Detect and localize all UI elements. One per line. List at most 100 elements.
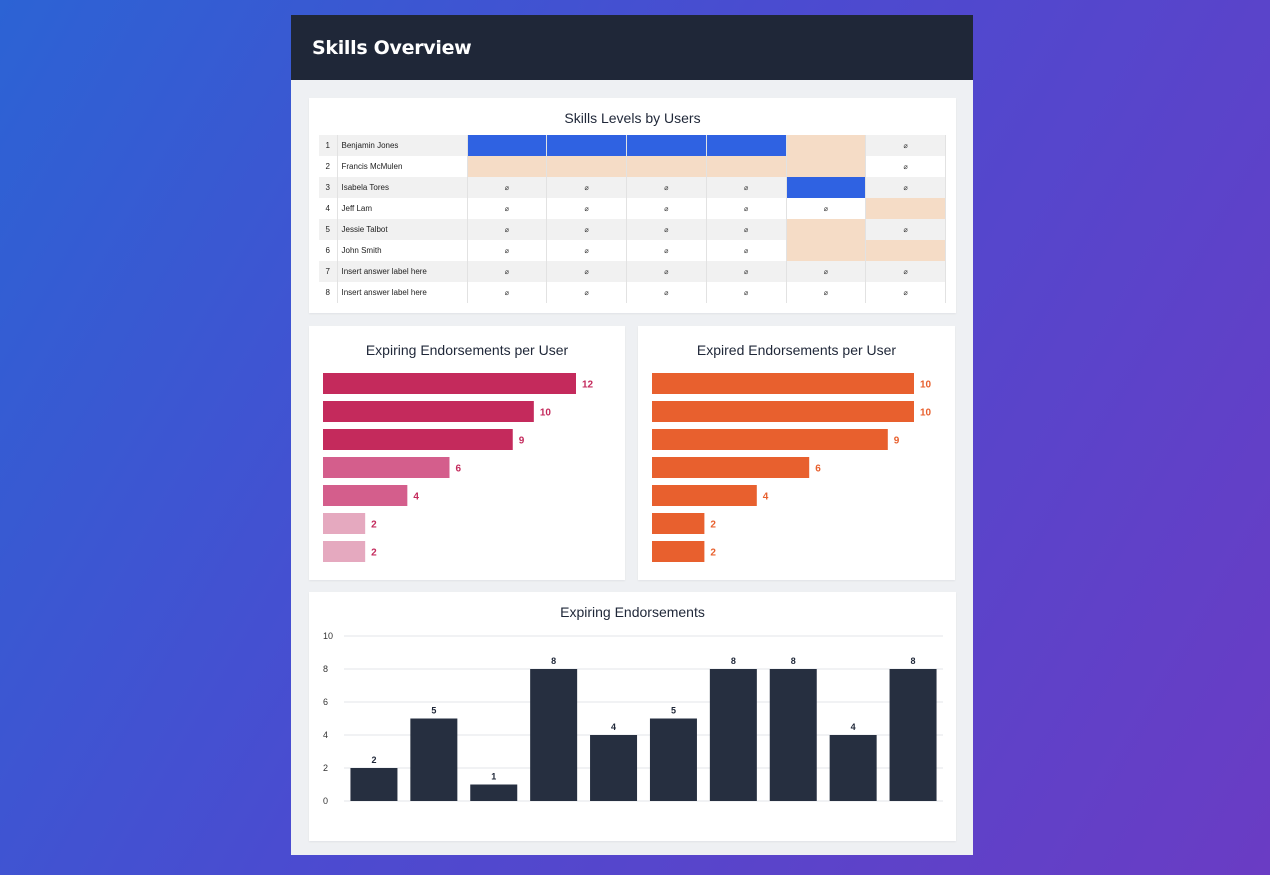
- bar-value-label: 10: [920, 380, 932, 391]
- column-value-label: 5: [671, 706, 676, 716]
- bar-value-label: 2: [371, 520, 377, 531]
- column-bar: [470, 784, 518, 801]
- row-index: 4: [319, 198, 338, 219]
- skill-level-cell-empty: ⌀: [546, 282, 627, 303]
- user-name: John Smith: [337, 240, 468, 261]
- skill-level-cell-empty: ⌀: [467, 282, 548, 303]
- bar: [323, 513, 366, 534]
- row-index: 3: [319, 177, 338, 198]
- skill-level-cell-high: [706, 135, 787, 156]
- y-tick-label: 6: [323, 697, 328, 707]
- column-bar: [709, 669, 757, 801]
- y-tick-label: 10: [323, 631, 333, 641]
- column-value-label: 5: [431, 706, 436, 716]
- skill-level-cell-high: [546, 135, 627, 156]
- skill-level-cell-empty: ⌀: [786, 198, 867, 219]
- bar-value-label: 4: [763, 492, 769, 503]
- column-bar: [350, 768, 398, 801]
- skill-level-cell-low: [865, 198, 946, 219]
- expiring-endorsements-per-user-card: Expiring Endorsements per User 12 10 9 6 4 2 2: [309, 326, 625, 580]
- bar: [323, 457, 450, 478]
- expired-endorsements-per-user-card: Expired Endorsements per User 10 10 9 6 4 2 2: [638, 326, 955, 580]
- skill-level-cell-high: [786, 177, 867, 198]
- skill-level-cell-empty: ⌀: [626, 198, 707, 219]
- bar: [323, 373, 576, 394]
- bar: [323, 429, 513, 450]
- column-value-label: 8: [791, 656, 796, 666]
- chart-title: Expiring Endorsements: [560, 604, 705, 620]
- column-value-label: 8: [731, 656, 736, 666]
- skill-level-cell-empty: ⌀: [865, 219, 946, 240]
- bar-value-label: 9: [519, 436, 525, 447]
- skill-level-cell-empty: ⌀: [786, 282, 867, 303]
- table-row: 7 Insert answer label here ⌀ ⌀ ⌀ ⌀ ⌀ ⌀: [319, 261, 946, 282]
- chart-title: Expiring Endorsements per User: [365, 342, 569, 358]
- page-title: Skills Overview: [312, 36, 472, 59]
- user-name: Isabela Tores: [337, 177, 468, 198]
- dashboard-panel: Skills Overview Skills Levels by Users 1…: [291, 15, 973, 855]
- skill-level-cell-low: [626, 156, 707, 177]
- row-index: 2: [319, 156, 338, 177]
- bar-value-label: 10: [540, 408, 552, 419]
- expiring-endorsements-card: Expiring Endorsements 0 2 4 6 8 10 2 5 1 8 4 5 8 8 4 8: [309, 592, 956, 841]
- user-name: Insert answer label here: [337, 282, 468, 303]
- skills-levels-card: Skills Levels by Users 1 Benjamin Jones ⌀ 2…: [309, 98, 956, 313]
- skill-level-cell-low: [546, 156, 627, 177]
- skill-level-cell-low: [786, 219, 867, 240]
- row-index: 1: [319, 135, 338, 156]
- bar-value-label: 12: [582, 380, 594, 391]
- skill-level-cell-empty: ⌀: [546, 177, 627, 198]
- dashboard-header: Skills Overview: [291, 15, 973, 80]
- skill-level-cell-empty: ⌀: [706, 240, 787, 261]
- y-tick-label: 0: [323, 796, 328, 806]
- skill-level-cell-empty: ⌀: [546, 240, 627, 261]
- skill-level-cell-empty: ⌀: [546, 219, 627, 240]
- table-row: 2 Francis McMulen ⌀: [319, 156, 946, 177]
- skill-level-cell-empty: ⌀: [546, 198, 627, 219]
- column-value-label: 4: [851, 722, 856, 732]
- column-value-label: 4: [611, 722, 616, 732]
- bar-value-label: 10: [920, 408, 932, 419]
- table-row: 3 Isabela Tores ⌀ ⌀ ⌀ ⌀ ⌀: [319, 177, 946, 198]
- skill-level-cell-empty: ⌀: [467, 240, 548, 261]
- skill-level-cell-empty: ⌀: [626, 282, 707, 303]
- table-row: 6 John Smith ⌀ ⌀ ⌀ ⌀: [319, 240, 946, 261]
- skill-level-cell-empty: ⌀: [626, 177, 707, 198]
- table-row: 1 Benjamin Jones ⌀: [319, 135, 946, 156]
- skill-level-cell-high: [467, 135, 548, 156]
- column-bar: [530, 669, 578, 801]
- skills-table: 1 Benjamin Jones ⌀ 2 Francis McMulen ⌀ 3 Isabel…: [319, 135, 946, 303]
- skill-level-cell-empty: ⌀: [706, 177, 787, 198]
- column-bar: [649, 718, 697, 801]
- column-value-label: 8: [551, 656, 556, 666]
- table-row: 4 Jeff Lam ⌀ ⌀ ⌀ ⌀ ⌀: [319, 198, 946, 219]
- row-index: 6: [319, 240, 338, 261]
- bar-value-label: 9: [894, 436, 900, 447]
- skill-level-cell-empty: ⌀: [467, 261, 548, 282]
- bar: [652, 373, 914, 394]
- user-name: Jessie Talbot: [337, 219, 468, 240]
- skill-level-cell-empty: ⌀: [865, 177, 946, 198]
- chart-title: Expired Endorsements per User: [696, 342, 897, 358]
- table-row: 8 Insert answer label here ⌀ ⌀ ⌀ ⌀ ⌀ ⌀: [319, 282, 946, 303]
- skill-level-cell-empty: ⌀: [706, 261, 787, 282]
- user-name: Jeff Lam: [337, 198, 468, 219]
- skill-level-cell-empty: ⌀: [865, 156, 946, 177]
- bar: [652, 429, 888, 450]
- skill-level-cell-empty: ⌀: [786, 261, 867, 282]
- skill-level-cell-low: [865, 240, 946, 261]
- column-bar: [829, 735, 877, 801]
- expiring-per-user-chart: 12 10 9 6 4 2 2: [323, 373, 594, 562]
- column-value-label: 2: [371, 755, 376, 765]
- table-row: 5 Jessie Talbot ⌀ ⌀ ⌀ ⌀ ⌀: [319, 219, 946, 240]
- y-tick-label: 4: [323, 730, 328, 740]
- skill-level-cell-low: [786, 240, 867, 261]
- column-value-label: 8: [911, 656, 916, 666]
- skill-level-cell-empty: ⌀: [626, 261, 707, 282]
- bar: [652, 485, 757, 506]
- skills-table-title: Skills Levels by Users: [564, 110, 701, 126]
- column-bar: [590, 735, 638, 801]
- user-name: Insert answer label here: [337, 261, 468, 282]
- y-tick-label: 8: [323, 664, 328, 674]
- skill-level-cell-empty: ⌀: [706, 198, 787, 219]
